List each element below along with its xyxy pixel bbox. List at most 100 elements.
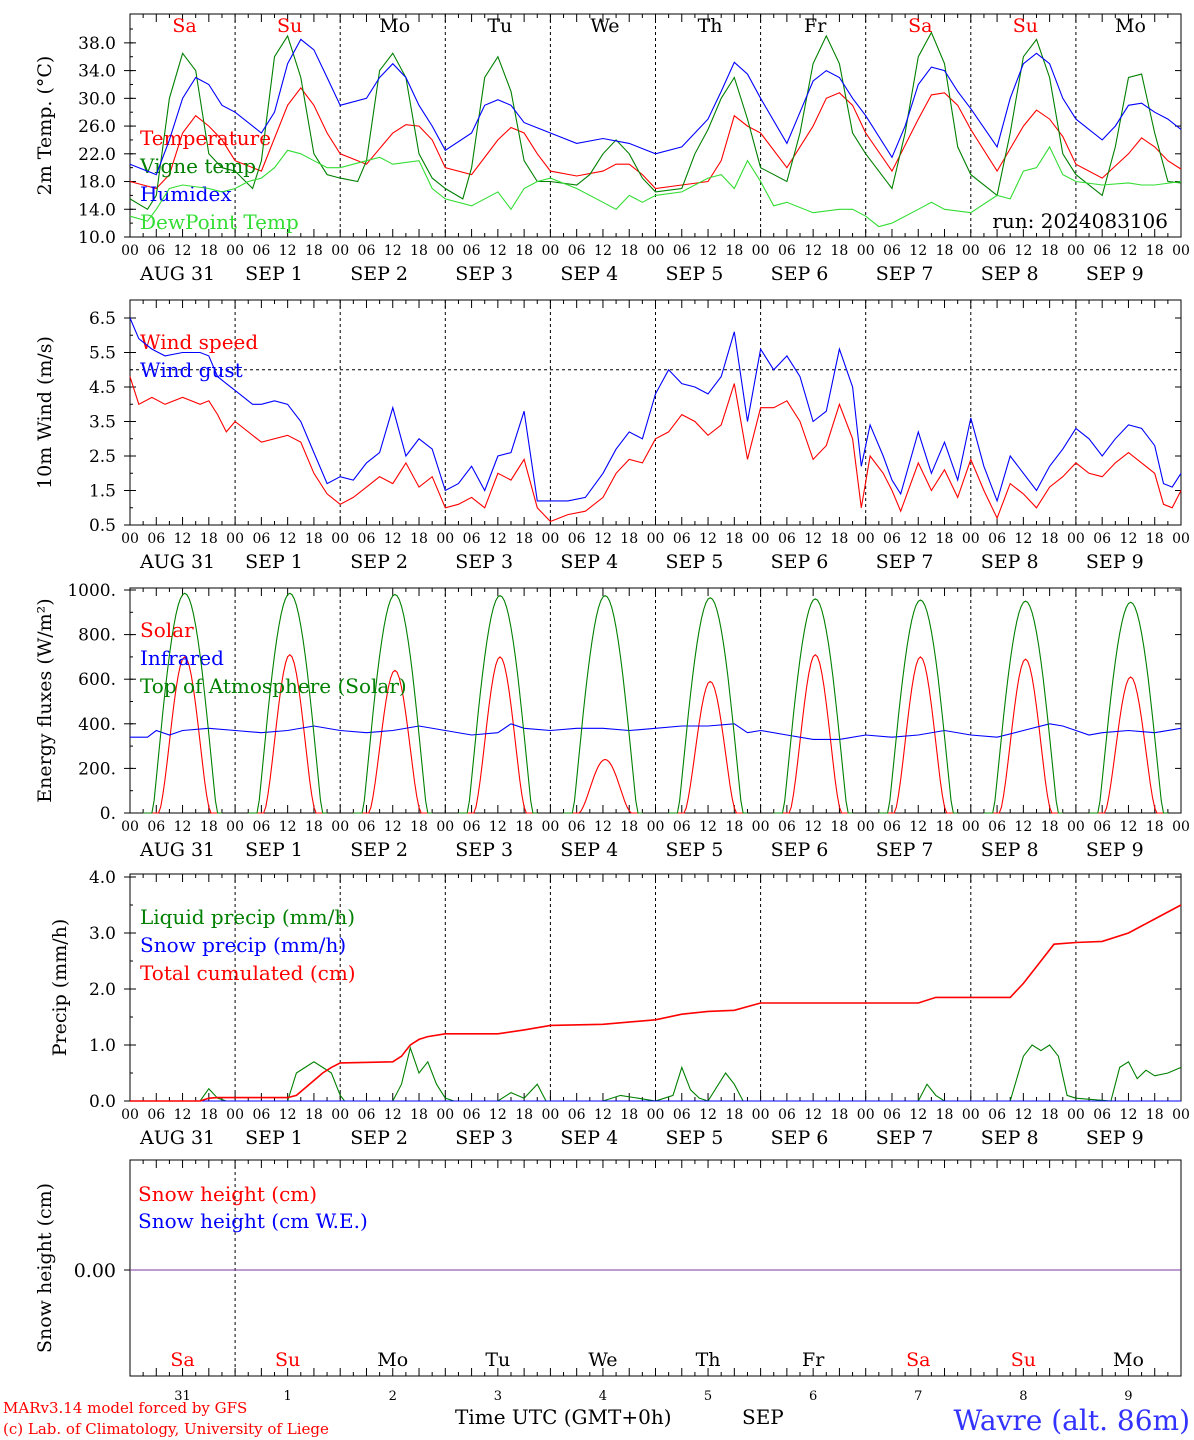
- x-hour-label: 00: [121, 1107, 139, 1123]
- x-date-label: SEP 1: [245, 551, 303, 573]
- x-hour-label: 06: [147, 1107, 165, 1123]
- x-hour-label: 06: [358, 819, 376, 835]
- x-hour-label: 12: [174, 819, 192, 835]
- x-date-label: SEP 6: [771, 1127, 829, 1149]
- x-hour-label: 12: [804, 531, 822, 547]
- x-hour-label: 06: [568, 819, 586, 835]
- y-tick-label: 3.0: [89, 924, 116, 944]
- x-hour-label: 06: [778, 531, 796, 547]
- x-hour-label: 18: [200, 1107, 218, 1123]
- x-date-label: SEP 4: [560, 839, 618, 861]
- x-hour-label: 18: [725, 243, 743, 259]
- x-hour-label: 12: [489, 243, 507, 259]
- x-hour-label: 18: [410, 531, 428, 547]
- day-number-label: 6: [809, 1389, 817, 1404]
- x-hour-label: 00: [436, 819, 454, 835]
- day-number-label: 7: [914, 1389, 922, 1404]
- x-date-label: SEP 1: [245, 1127, 303, 1149]
- x-hour-label: 18: [515, 243, 533, 259]
- series-line: [143, 653, 1168, 814]
- weekday-label: Mo: [379, 15, 410, 37]
- x-hour-label: 18: [831, 1107, 849, 1123]
- x-hour-label: 18: [305, 243, 323, 259]
- x-hour-label: 00: [857, 243, 875, 259]
- x-date-label: SEP 3: [455, 551, 513, 573]
- panel-2: 0.5 1.5 2.5 3.5 4.5 5.5 6.5 10m Wind (m/s) Wind …: [34, 299, 1190, 573]
- x-date-label: AUG 31: [139, 263, 215, 285]
- x-hour-label: 12: [279, 531, 297, 547]
- x-date-label: SEP 3: [455, 1127, 513, 1149]
- x-hour-label: 00: [1172, 531, 1190, 547]
- series-line: [129, 31, 1182, 211]
- x-hour-label: 06: [883, 1107, 901, 1123]
- x-hour-label: 12: [174, 531, 192, 547]
- y-tick-label: 0.5: [89, 516, 116, 536]
- day-number-label: 9: [1124, 1389, 1132, 1404]
- x-hour-label: 12: [1014, 819, 1032, 835]
- day-number-label: 4: [599, 1389, 607, 1404]
- x-hour-label: 06: [778, 243, 796, 259]
- x-hour-label: 00: [647, 243, 665, 259]
- x-hour-label: 06: [673, 1107, 691, 1123]
- x-hour-label: 12: [1120, 819, 1138, 835]
- weekday-label: Su: [1011, 1349, 1036, 1371]
- weekday-label: Tu: [487, 15, 512, 37]
- x-hour-label: 18: [936, 1107, 954, 1123]
- x-date-label: SEP 8: [981, 1127, 1039, 1149]
- x-hour-label: 12: [804, 819, 822, 835]
- x-hour-label: 12: [699, 1107, 717, 1123]
- day-number-label: 5: [704, 1389, 712, 1404]
- x-hour-label: 06: [568, 531, 586, 547]
- credit-line-1: MARv3.14 model forced by GFS: [3, 1399, 247, 1417]
- legend-entry: Snow height (cm W.E.): [138, 1209, 368, 1233]
- x-hour-label: 00: [331, 243, 349, 259]
- x-hour-label: 00: [121, 819, 139, 835]
- series-line: [129, 317, 1182, 503]
- legend-entry: Snow height (cm): [138, 1182, 317, 1206]
- x-date-label: AUG 31: [139, 839, 215, 861]
- x-hour-label: 00: [962, 1107, 980, 1123]
- x-hour-label: 18: [620, 819, 638, 835]
- x-hour-label: 12: [1014, 531, 1032, 547]
- x-hour-label: 06: [147, 531, 165, 547]
- x-date-label: SEP 8: [981, 839, 1039, 861]
- x-hour-label: 18: [410, 243, 428, 259]
- weekday-label: Th: [698, 15, 723, 37]
- x-hour-label: 18: [1146, 819, 1164, 835]
- x-hour-label: 06: [147, 819, 165, 835]
- x-date-label: SEP 6: [771, 551, 829, 573]
- x-hour-label: 00: [647, 531, 665, 547]
- legend-entry: Infrared: [140, 646, 224, 670]
- x-hour-label: 12: [279, 1107, 297, 1123]
- y-tick-label: 0.0: [89, 1092, 116, 1112]
- x-hour-label: 00: [226, 243, 244, 259]
- x-hour-label: 00: [752, 1107, 770, 1123]
- y-tick-label: 2.5: [89, 447, 116, 467]
- x-date-label: SEP 5: [666, 839, 724, 861]
- x-hour-label: 18: [1146, 1107, 1164, 1123]
- x-hour-label: 18: [936, 819, 954, 835]
- x-hour-label: 12: [384, 819, 402, 835]
- x-hour-label: 06: [463, 531, 481, 547]
- plot-frame: [129, 587, 1182, 814]
- x-hour-label: 18: [620, 243, 638, 259]
- x-date-label: SEP 6: [771, 263, 829, 285]
- x-date-label: SEP 5: [666, 551, 724, 573]
- y-tick-label: 26.0: [78, 117, 116, 137]
- x-date-label: SEP 9: [1086, 839, 1144, 861]
- x-date-label: SEP 8: [981, 263, 1039, 285]
- y-tick-label: 22.0: [78, 145, 116, 165]
- x-hour-label: 18: [1041, 531, 1059, 547]
- x-hour-label: 00: [226, 531, 244, 547]
- x-hour-label: 18: [200, 531, 218, 547]
- x-hour-label: 00: [331, 531, 349, 547]
- day-number-label: 31: [174, 1389, 191, 1404]
- y-tick-label: 0.00: [74, 1260, 116, 1282]
- x-hour-label: 00: [121, 531, 139, 547]
- x-hour-label: 18: [410, 819, 428, 835]
- x-hour-label: 06: [252, 819, 270, 835]
- x-hour-label: 18: [831, 819, 849, 835]
- x-hour-label: 00: [752, 819, 770, 835]
- weekday-label: Tu: [485, 1349, 510, 1371]
